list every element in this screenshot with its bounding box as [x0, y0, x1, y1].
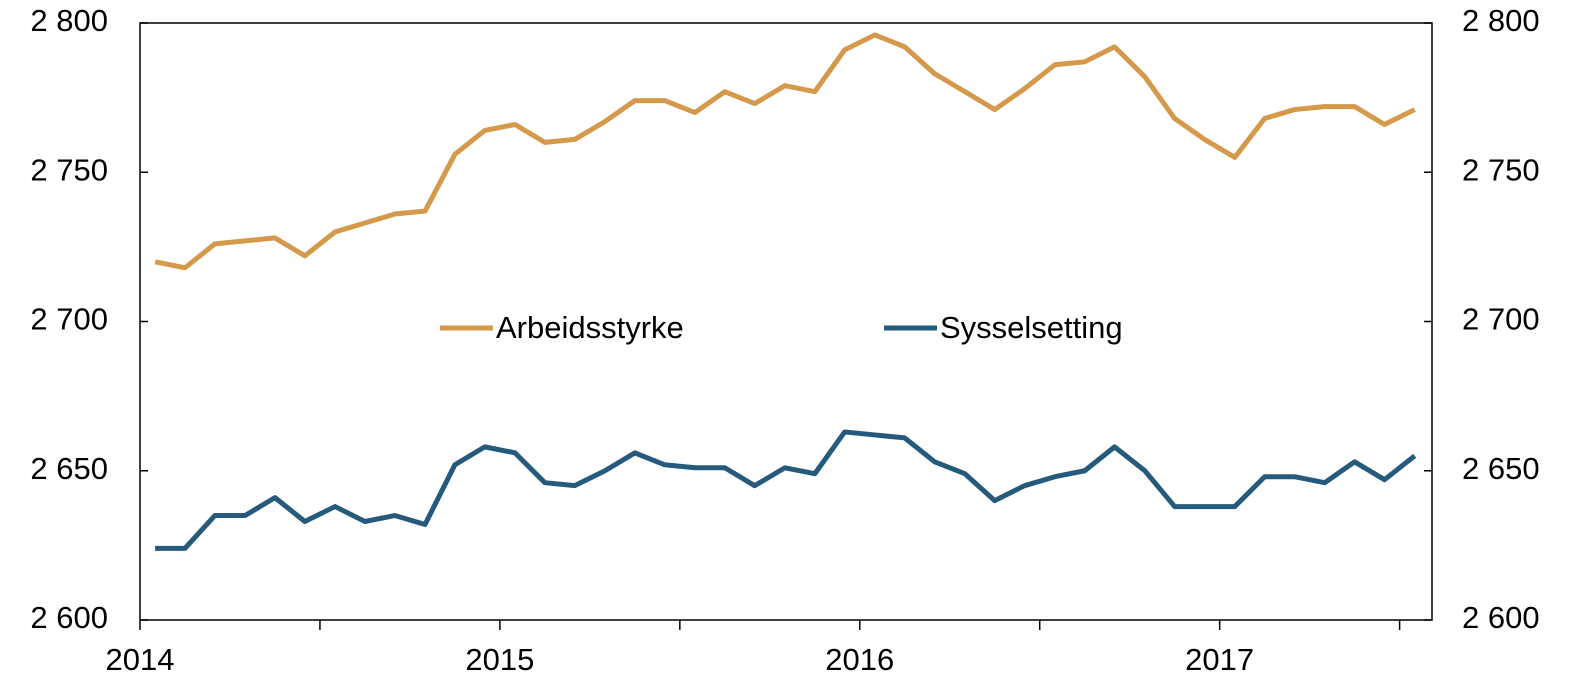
legend-label: Sysselsetting: [940, 310, 1123, 345]
x-tick-label: 2016: [825, 642, 894, 677]
x-tick-label: 2015: [465, 642, 534, 677]
y2-tick-label: 2 650: [1462, 451, 1540, 486]
y-tick-label: 2 700: [30, 302, 108, 337]
y2-tick-label: 2 700: [1462, 302, 1540, 337]
x-tick-label: 2017: [1185, 642, 1254, 677]
series-line: [155, 429, 1417, 551]
y-tick-label: 2 750: [30, 152, 108, 187]
y2-tick-label: 2 600: [1462, 600, 1540, 635]
plot-frame: [139, 22, 1433, 621]
y-tick-label: 2 600: [30, 600, 108, 635]
x-tick-label: 2014: [106, 642, 175, 677]
series-line: [154, 32, 1416, 271]
y2-tick-label: 2 800: [1462, 3, 1540, 38]
y-tick-label: 2 650: [30, 451, 108, 486]
y2-tick-label: 2 750: [1462, 152, 1540, 187]
legend-label: Arbeidsstyrke: [496, 310, 684, 345]
y-tick-label: 2 800: [30, 3, 108, 38]
